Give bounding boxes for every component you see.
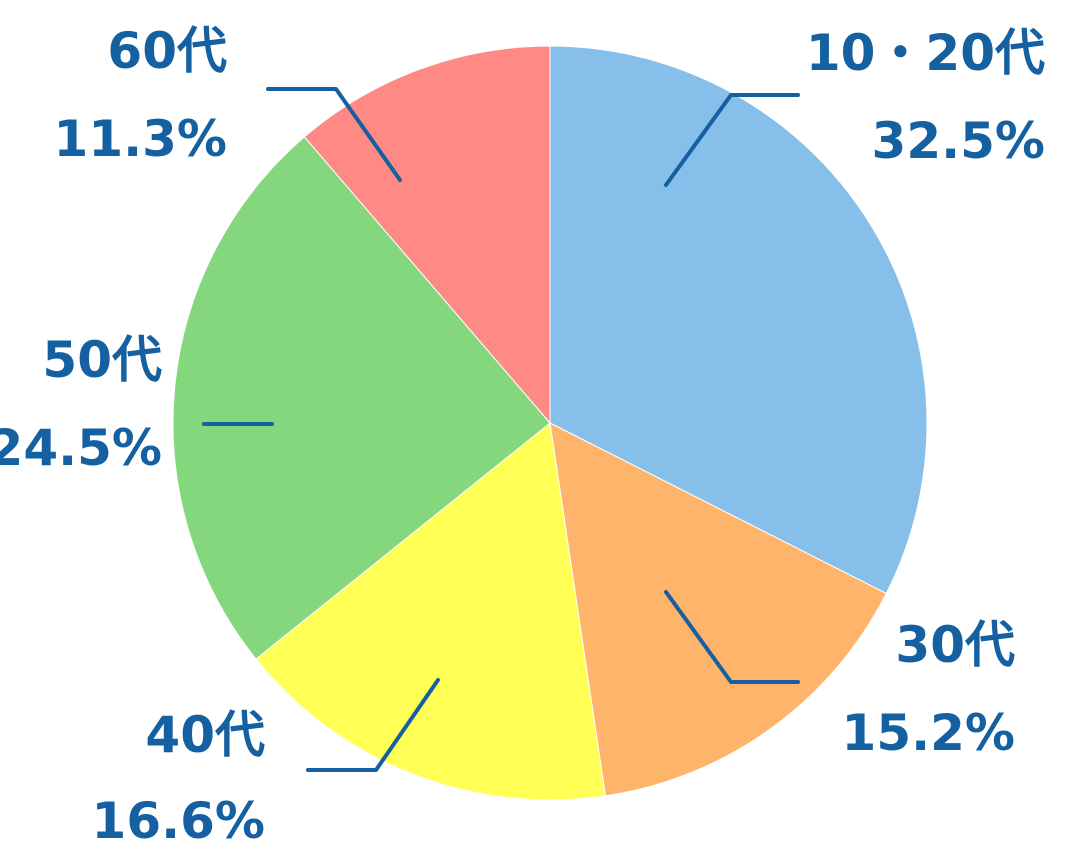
slice-label-3: 40代 xyxy=(145,706,265,764)
leader-line-2 xyxy=(664,590,800,684)
slice-value-label-5: 11.3% xyxy=(54,110,227,168)
slice-label-2: 30代 xyxy=(895,616,1015,674)
slice-label-5: 60代 xyxy=(107,22,227,80)
leader-line-1 xyxy=(664,93,800,187)
leader-line-3 xyxy=(306,678,440,772)
pie-slice-5 xyxy=(303,45,551,425)
pie-slice-2 xyxy=(549,422,887,797)
slice-value-label-2: 15.2% xyxy=(842,704,1015,762)
slice-value-label-4: 24.5% xyxy=(0,419,162,477)
slice-value-label-3: 16.6% xyxy=(92,792,265,850)
slice-label-1: 10・20代 xyxy=(806,24,1045,82)
leader-line-5 xyxy=(266,87,402,182)
pie-slice-3 xyxy=(255,422,606,801)
slice-label-4: 50代 xyxy=(42,331,162,389)
pie-slice-1 xyxy=(549,45,928,595)
pie-slice-4 xyxy=(172,136,551,660)
slice-value-label-1: 32.5% xyxy=(872,112,1045,170)
